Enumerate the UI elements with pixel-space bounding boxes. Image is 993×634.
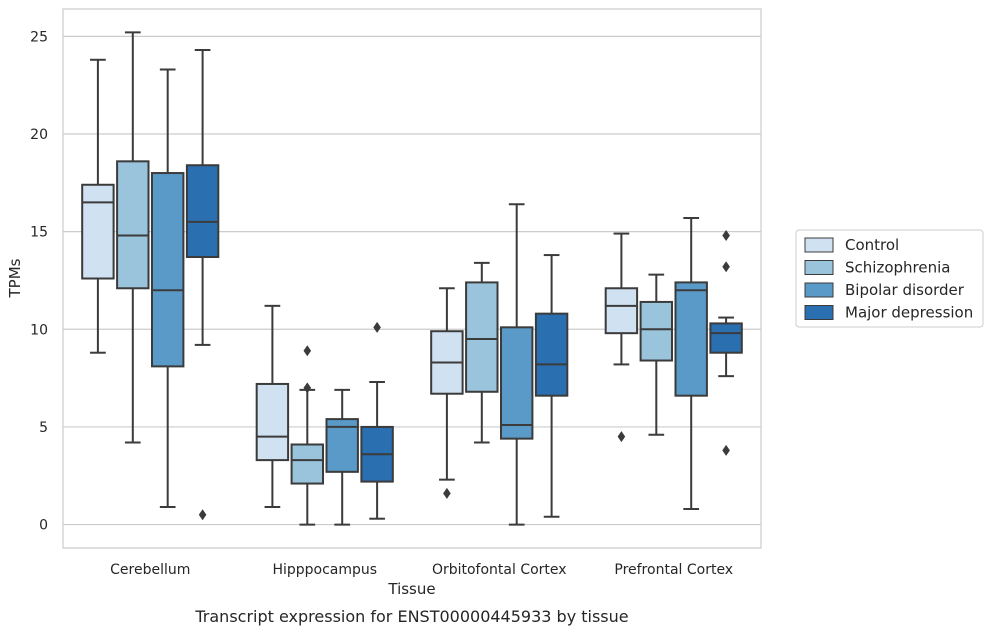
- x-tick-label: Hipppocampus: [272, 562, 377, 578]
- box-group: [674, 216, 708, 510]
- plot-frame: [62, 8, 762, 549]
- x-tick-label: Orbitofontal Cortex: [432, 562, 567, 578]
- box-group: [709, 230, 743, 456]
- legend-swatch: [804, 305, 834, 320]
- series-major-depression: [185, 49, 743, 521]
- box-iqr: [185, 164, 220, 259]
- box-iqr: [290, 443, 325, 485]
- outlier-point: [373, 321, 381, 333]
- y-tick-label: 15: [30, 225, 48, 241]
- legend-item: Schizophrenia: [804, 259, 950, 277]
- box-group: [604, 232, 639, 443]
- outlier-point: [722, 230, 730, 242]
- series-schizophrenia: [116, 31, 674, 526]
- legend-item: Bipolar disorder: [804, 281, 965, 299]
- box-group: [255, 304, 290, 508]
- outlier-point: [303, 382, 312, 394]
- box-group: [465, 261, 499, 444]
- box-group: [639, 273, 674, 436]
- y-tick-label: 0: [39, 518, 48, 534]
- legend-label: Bipolar disorder: [845, 281, 965, 299]
- series-bipolar-disorder: [150, 68, 708, 526]
- outlier-point: [722, 261, 730, 273]
- box-iqr: [81, 183, 115, 280]
- y-axis-ticks: 0 5 10 15 20 25: [30, 29, 48, 533]
- y-tick-label: 10: [30, 322, 48, 338]
- y-tick-label: 5: [39, 420, 48, 436]
- outlier-point: [198, 509, 207, 521]
- x-tick-label: Prefrontal Cortex: [614, 562, 733, 578]
- x-tick-label: Cerebellum: [110, 562, 190, 578]
- outlier-point: [617, 431, 626, 443]
- box-group: [430, 287, 464, 499]
- box-iqr: [150, 172, 185, 368]
- box-group: [499, 203, 534, 526]
- legend-item: Major depression: [804, 304, 973, 322]
- legend-label: Schizophrenia: [845, 259, 950, 277]
- legend: Control Schizophrenia Bipolar disorder Majo…: [795, 229, 984, 328]
- chart-caption: Transcript expression for ENST0000044593…: [194, 607, 628, 626]
- box-group: [534, 254, 569, 518]
- box-iqr: [465, 281, 499, 393]
- legend-label: Major depression: [845, 304, 973, 322]
- legend-swatch: [804, 282, 834, 298]
- box-iqr: [499, 326, 534, 440]
- box-iqr: [639, 300, 674, 362]
- box-iqr: [534, 312, 569, 397]
- y-tick-label: 20: [30, 127, 48, 143]
- box-group: [360, 321, 394, 520]
- box-iqr: [674, 281, 708, 397]
- box-group: [290, 345, 325, 526]
- outlier-point: [443, 487, 451, 499]
- x-axis-ticks: Cerebellum Hipppocampus Orbitofontal Corte…: [110, 562, 733, 578]
- x-axis-label: Tissue: [387, 580, 435, 598]
- box-iqr: [709, 322, 743, 354]
- outlier-point: [303, 345, 312, 357]
- box-iqr: [255, 382, 290, 462]
- box-group: [116, 31, 150, 444]
- legend-item: Control: [804, 236, 899, 254]
- y-tick-label: 25: [30, 29, 48, 45]
- legend-frame: [795, 229, 984, 328]
- series-control: [81, 58, 639, 508]
- box-series: [81, 31, 743, 526]
- box-group: [185, 49, 220, 521]
- legend-label: Control: [845, 236, 899, 254]
- box-group: [81, 58, 115, 354]
- box-group: [325, 388, 359, 526]
- box-iqr: [604, 287, 639, 335]
- y-axis-label: TPMs: [6, 258, 24, 298]
- box-group: [150, 68, 185, 508]
- legend-swatch: [804, 237, 834, 253]
- outlier-point: [722, 444, 730, 456]
- box-iqr: [116, 160, 150, 290]
- legend-swatch: [804, 260, 834, 275]
